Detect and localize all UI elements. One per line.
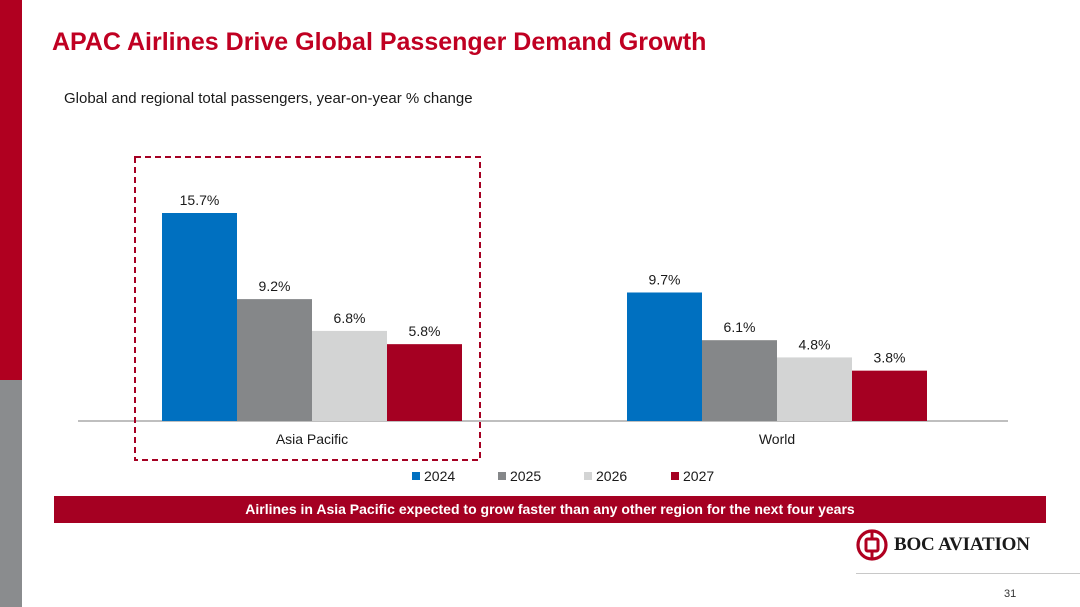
legend-swatch-2026 xyxy=(584,472,592,480)
data-label-asia-pacific-2025: 9.2% xyxy=(259,278,291,294)
page-number: 31 xyxy=(1004,588,1017,600)
bar-world-2027 xyxy=(852,370,927,421)
side-accent-grey xyxy=(0,380,22,607)
legend-label-2024: 2024 xyxy=(424,468,455,484)
bar-world-2025 xyxy=(702,340,777,421)
legend-label-2027: 2027 xyxy=(683,468,714,484)
legend-label-2026: 2026 xyxy=(596,468,627,484)
data-label-world-2026: 4.8% xyxy=(799,336,831,352)
data-label-world-2027: 3.8% xyxy=(874,350,906,366)
bar-asia-pacific-2025 xyxy=(237,299,312,421)
legend-swatch-2024 xyxy=(412,472,420,480)
data-label-asia-pacific-2026: 6.8% xyxy=(334,310,366,326)
legend-swatch-2025 xyxy=(498,472,506,480)
category-label: Asia Pacific xyxy=(276,431,348,447)
legend-label-2025: 2025 xyxy=(510,468,541,484)
company-logo: BOC AVIATION xyxy=(856,528,1030,562)
data-label-asia-pacific-2024: 15.7% xyxy=(180,192,220,208)
boc-logo-icon xyxy=(856,529,888,561)
chart-subtitle: Global and regional total passengers, ye… xyxy=(64,90,473,107)
page-title: APAC Airlines Drive Global Passenger Dem… xyxy=(52,28,707,56)
bar-world-2024 xyxy=(627,292,702,421)
bar-asia-pacific-2026 xyxy=(312,330,387,421)
key-message-banner: Airlines in Asia Pacific expected to gro… xyxy=(54,496,1046,523)
bar-asia-pacific-2024 xyxy=(162,213,237,421)
data-label-world-2025: 6.1% xyxy=(724,319,756,335)
highlight-box-asia-pacific xyxy=(134,156,481,461)
footer-divider xyxy=(856,573,1080,574)
category-label: World xyxy=(759,431,795,447)
bar-world-2026 xyxy=(777,357,852,421)
logo-text: BOC AVIATION xyxy=(894,534,1030,555)
legend-swatch-2027 xyxy=(671,472,679,480)
side-accent-red xyxy=(0,0,22,380)
bar-asia-pacific-2027 xyxy=(387,344,462,421)
data-label-asia-pacific-2027: 5.8% xyxy=(409,323,441,339)
data-label-world-2024: 9.7% xyxy=(649,271,681,287)
